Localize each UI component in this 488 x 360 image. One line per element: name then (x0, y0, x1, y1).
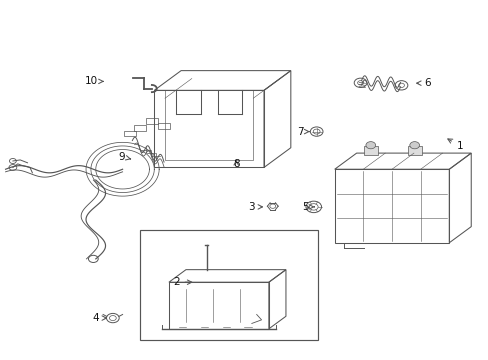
Bar (158, 123, 169, 129)
Bar (154, 90, 264, 167)
Text: 9: 9 (118, 152, 130, 162)
Bar (168, 282, 268, 329)
Bar (134, 125, 145, 131)
Bar (407, 146, 421, 155)
Bar (124, 131, 136, 136)
Text: 6: 6 (416, 78, 430, 88)
Text: 8: 8 (232, 159, 239, 169)
Bar (140, 230, 317, 339)
Bar (164, 90, 253, 159)
Text: 7: 7 (297, 127, 309, 136)
Text: 2: 2 (173, 277, 191, 287)
Circle shape (409, 141, 419, 149)
Text: 5: 5 (302, 202, 314, 212)
Text: 3: 3 (248, 202, 262, 212)
Text: 10: 10 (84, 76, 103, 86)
Text: 4: 4 (92, 313, 106, 323)
Bar (334, 169, 448, 243)
Circle shape (365, 141, 375, 149)
Bar (363, 146, 377, 155)
Bar (146, 118, 158, 124)
Text: 1: 1 (447, 139, 463, 151)
